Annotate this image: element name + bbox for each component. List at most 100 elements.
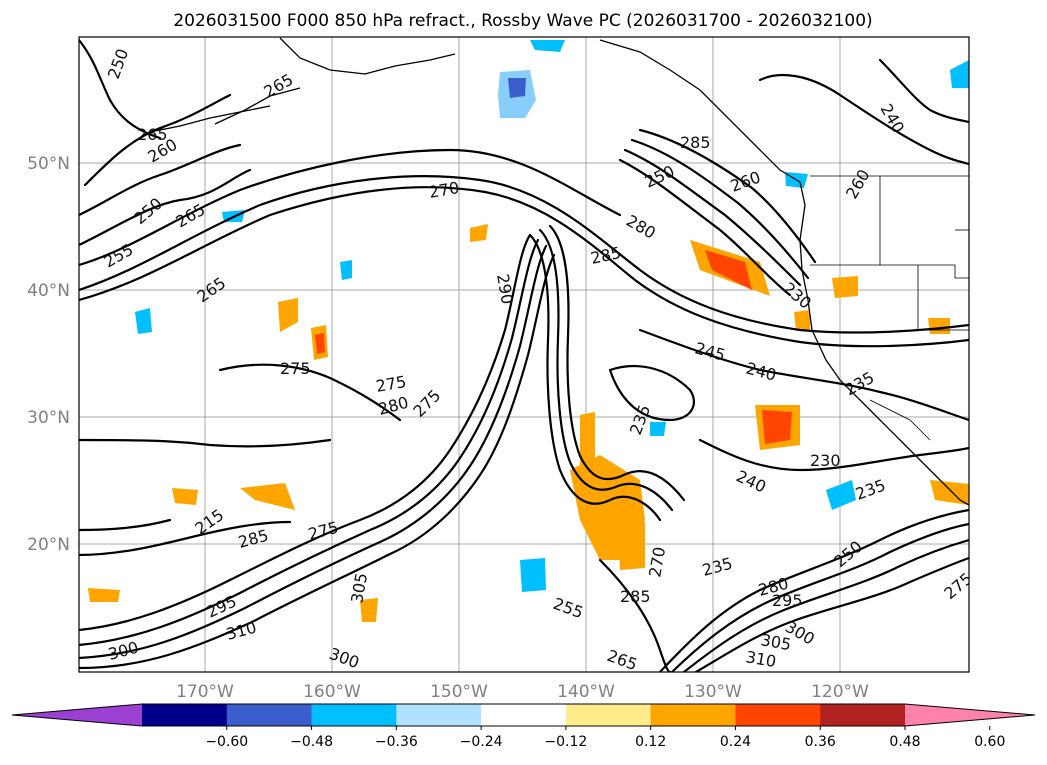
contour-line <box>638 328 969 422</box>
colorbar-tick-label: 0.24 <box>720 734 751 750</box>
map-panel: 250 265 265 260 250 255 265 270 265 275 … <box>78 36 970 673</box>
lon-label-170w: 170°W <box>176 682 234 702</box>
colorbar-tick-label: 0.48 <box>889 734 920 750</box>
colorbar-swatch <box>142 704 228 726</box>
contour-line <box>682 538 969 672</box>
colorbar-tick-label: −0.36 <box>375 734 418 750</box>
lat-label-20n: 20°N <box>27 535 70 555</box>
contour-label: 285 <box>680 133 711 152</box>
contour-line <box>218 363 402 422</box>
colorbar-swatch <box>311 704 397 726</box>
colorbar-extend-min <box>12 704 142 726</box>
contour-line <box>79 244 548 660</box>
lon-label-140w: 140°W <box>557 682 615 702</box>
colorbar-swatch <box>396 704 482 726</box>
contour-line <box>618 158 792 297</box>
plot-title: 2026031500 F000 850 hPa refract., Rossby… <box>173 11 872 31</box>
pos-core-ca <box>762 410 792 444</box>
pos-patch-w2 <box>278 298 298 332</box>
pos-patch-w3 <box>240 483 295 510</box>
border-us-mexico <box>869 399 931 441</box>
contour-line <box>79 253 556 670</box>
contour-line <box>79 438 332 448</box>
neg-patch-w2 <box>135 308 152 334</box>
coastlines <box>149 37 969 506</box>
contour-line <box>548 224 686 502</box>
contour-line <box>79 175 969 334</box>
contour-line <box>79 38 162 140</box>
lon-label-130w: 130°W <box>684 682 742 702</box>
contour-line <box>79 143 242 217</box>
neg-patch-ne <box>950 60 969 88</box>
contour-line <box>623 148 802 287</box>
colorbar-swatch <box>650 704 736 726</box>
contour-line <box>538 228 674 512</box>
coast-alaska-south <box>279 37 456 75</box>
contour-label: 295 <box>772 591 803 610</box>
colorbar: −0.60 −0.48 −0.36 −0.24 −0.12 0.12 0.24 0.36 0.4… <box>11 703 1036 750</box>
contour-line <box>758 73 969 166</box>
lat-label-50n: 50°N <box>27 154 70 174</box>
lon-label-160w: 160°W <box>303 682 361 702</box>
colorbar-tick-label: 0.60 <box>974 734 1005 750</box>
coast-aleutians-west <box>149 105 271 133</box>
colorbar-swatch <box>735 704 821 726</box>
contour-line <box>79 148 622 267</box>
pos-patch-e4 <box>794 310 810 330</box>
neg-patch-w3 <box>340 260 352 280</box>
contour-line <box>694 556 969 672</box>
lon-axis: 170°W 160°W 150°W 140°W 130°W 120°W <box>176 682 869 702</box>
contour-label: 265 <box>137 125 168 144</box>
neg-patch-s1 <box>520 558 546 592</box>
neg-core-aleutian <box>508 78 526 98</box>
contour-line <box>608 365 695 422</box>
lat-label-30n: 30°N <box>27 408 70 428</box>
neg-patch-top <box>530 40 565 52</box>
contours <box>79 38 969 672</box>
pos-patch-e2 <box>928 318 950 334</box>
coast-aleutians <box>214 87 301 125</box>
pos-patch-m1 <box>470 224 488 242</box>
contour-line <box>670 522 969 672</box>
colorbar-swatch <box>226 704 313 726</box>
colorbar-swatch <box>820 704 906 726</box>
lat-axis: 50°N 40°N 30°N 20°N <box>27 154 70 555</box>
contour-line <box>79 186 969 348</box>
pos-patch-w4 <box>172 488 198 505</box>
map-frame <box>78 36 970 673</box>
contour-line <box>658 508 969 672</box>
colorbar-tick-label: 0.12 <box>635 734 666 750</box>
contour-line <box>79 168 252 247</box>
pos-patch-center3 <box>618 522 645 570</box>
border-states-1 <box>810 264 969 279</box>
pos-patch-s2 <box>88 588 120 602</box>
contour-line <box>528 233 662 522</box>
contour-label: 230 <box>810 451 841 470</box>
shaded-anomalies <box>88 40 969 622</box>
colorbar-outline <box>11 703 1036 727</box>
coast-gulf-of-alaska <box>599 39 801 183</box>
pos-patch-e3 <box>832 276 858 298</box>
colorbar-extend-max <box>905 704 1035 726</box>
contour-line <box>79 233 532 632</box>
contour-line <box>79 238 540 647</box>
coast-west-america <box>799 181 969 506</box>
colorbar-tick-label: −0.12 <box>544 734 587 750</box>
colorbar-swatch <box>565 704 652 726</box>
colorbar-tick-label: −0.48 <box>290 734 333 750</box>
lon-label-120w: 120°W <box>811 682 869 702</box>
contour-line <box>638 128 817 264</box>
colorbar-tick-label: 0.36 <box>805 734 836 750</box>
pos-core-ne <box>705 250 752 290</box>
contour-line <box>630 138 810 280</box>
contour-line <box>598 558 672 672</box>
lon-label-150w: 150°W <box>430 682 488 702</box>
contour-line <box>878 58 969 124</box>
neg-patch-c1 <box>650 422 666 436</box>
lat-label-40n: 40°N <box>27 281 70 301</box>
colorbar-swatch <box>481 704 567 726</box>
pos-core-w1 <box>315 333 325 354</box>
pos-patch-center2 <box>580 412 595 472</box>
contour-line <box>79 518 172 532</box>
